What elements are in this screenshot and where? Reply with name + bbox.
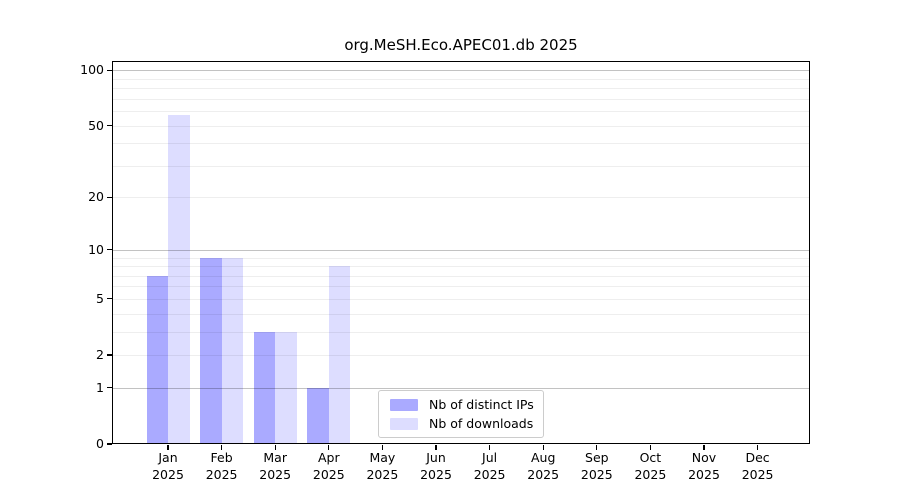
x-tick-label-may: May 2025 (366, 450, 399, 482)
gridline-major-1 (112, 387, 810, 389)
gridline-minor-3 (112, 331, 810, 333)
x-tick-mar (274, 444, 276, 450)
bar-nb-of-downloads-jan (168, 115, 190, 444)
gridline-minor-9 (112, 257, 810, 259)
legend-swatch-nb-of-distinct-ips (390, 398, 418, 411)
x-tick-aug (542, 444, 544, 450)
x-tick-label-apr: Apr 2025 (312, 450, 345, 482)
chart-title: org.MeSH.Eco.APEC01.db 2025 (344, 36, 578, 54)
x-tick-jan (167, 444, 169, 450)
legend-row-nb-of-distinct-ips: Nb of distinct IPs (390, 397, 543, 412)
x-tick-label-oct: Oct 2025 (634, 450, 667, 482)
gridline-minor-5 (112, 298, 810, 300)
x-tick-label-jul: Jul 2025 (473, 450, 506, 482)
x-tick-may (381, 444, 384, 450)
x-tick-label-mar: Mar 2025 (259, 450, 292, 482)
gridline-minor-40 (112, 143, 810, 145)
gridline-major-10 (112, 249, 810, 251)
x-tick-oct (649, 444, 652, 450)
y-tick-100 (107, 69, 112, 71)
gridline-minor-90 (112, 78, 810, 80)
y-tick-label-10: 10 (88, 241, 104, 257)
bar-nb-of-distinct-ips-mar (253, 331, 276, 444)
x-tick-label-sep: Sep 2025 (580, 450, 613, 482)
gridline-minor-20 (112, 197, 810, 199)
bar-nb-of-distinct-ips-feb (200, 257, 222, 444)
legend-row-nb-of-downloads: Nb of downloads (390, 416, 543, 431)
gridline-minor-70 (112, 98, 810, 100)
y-tick-2 (107, 354, 112, 356)
y-tick-20 (107, 196, 112, 198)
y-tick-label-0: 0 (96, 436, 104, 451)
gridline-minor-80 (112, 88, 810, 89)
gridline-minor-8 (112, 266, 810, 267)
x-tick-label-dec: Dec 2025 (741, 450, 774, 482)
gridline-minor-7 (112, 275, 810, 277)
gridline-minor-2 (112, 355, 810, 356)
gridline-minor-6 (112, 286, 810, 288)
y-tick-50 (107, 124, 112, 127)
y-tick-label-2: 2 (96, 347, 104, 362)
bar-nb-of-downloads-feb (221, 257, 244, 444)
x-tick-label-jan: Jan 2025 (152, 450, 184, 482)
y-tick-5 (107, 298, 112, 300)
x-tick-jul (489, 444, 491, 450)
x-tick-dec (757, 444, 759, 450)
x-tick-jun (435, 444, 437, 450)
gridline-major-100 (112, 70, 810, 72)
legend-label-nb-of-downloads: Nb of downloads (429, 416, 534, 431)
x-tick-feb (221, 444, 223, 450)
x-tick-label-feb: Feb 2025 (205, 450, 238, 482)
y-tick-label-20: 20 (88, 189, 104, 205)
x-tick-label-nov: Nov 2025 (688, 450, 720, 482)
y-tick-label-50: 50 (88, 117, 104, 133)
x-tick-nov (703, 444, 705, 450)
x-tick-label-aug: Aug 2025 (527, 450, 560, 482)
x-tick-sep (596, 444, 598, 450)
y-tick-label-5: 5 (96, 290, 104, 306)
y-tick-10 (107, 249, 112, 251)
legend-label-nb-of-distinct-ips: Nb of distinct IPs (429, 397, 534, 412)
gridline-minor-30 (112, 165, 810, 167)
gridline-minor-50 (112, 125, 810, 127)
legend-swatch-nb-of-downloads (390, 417, 418, 430)
y-tick-label-1: 1 (96, 379, 104, 395)
plot-area (112, 61, 810, 444)
y-tick-1 (107, 387, 112, 389)
gridline-minor-4 (112, 313, 810, 315)
legend: Nb of distinct IPs Nb of downloads (378, 390, 544, 438)
x-tick-apr (328, 444, 330, 450)
bar-nb-of-downloads-mar (275, 331, 297, 444)
x-tick-label-jun: Jun 2025 (420, 450, 452, 482)
y-tick-label-100: 100 (80, 62, 104, 78)
y-tick-0 (107, 443, 112, 445)
bar-nb-of-distinct-ips-apr (307, 387, 329, 444)
gridline-minor-60 (112, 110, 810, 112)
bar-nb-of-distinct-ips-jan (146, 275, 168, 444)
bar-nb-of-downloads-apr (328, 266, 351, 444)
